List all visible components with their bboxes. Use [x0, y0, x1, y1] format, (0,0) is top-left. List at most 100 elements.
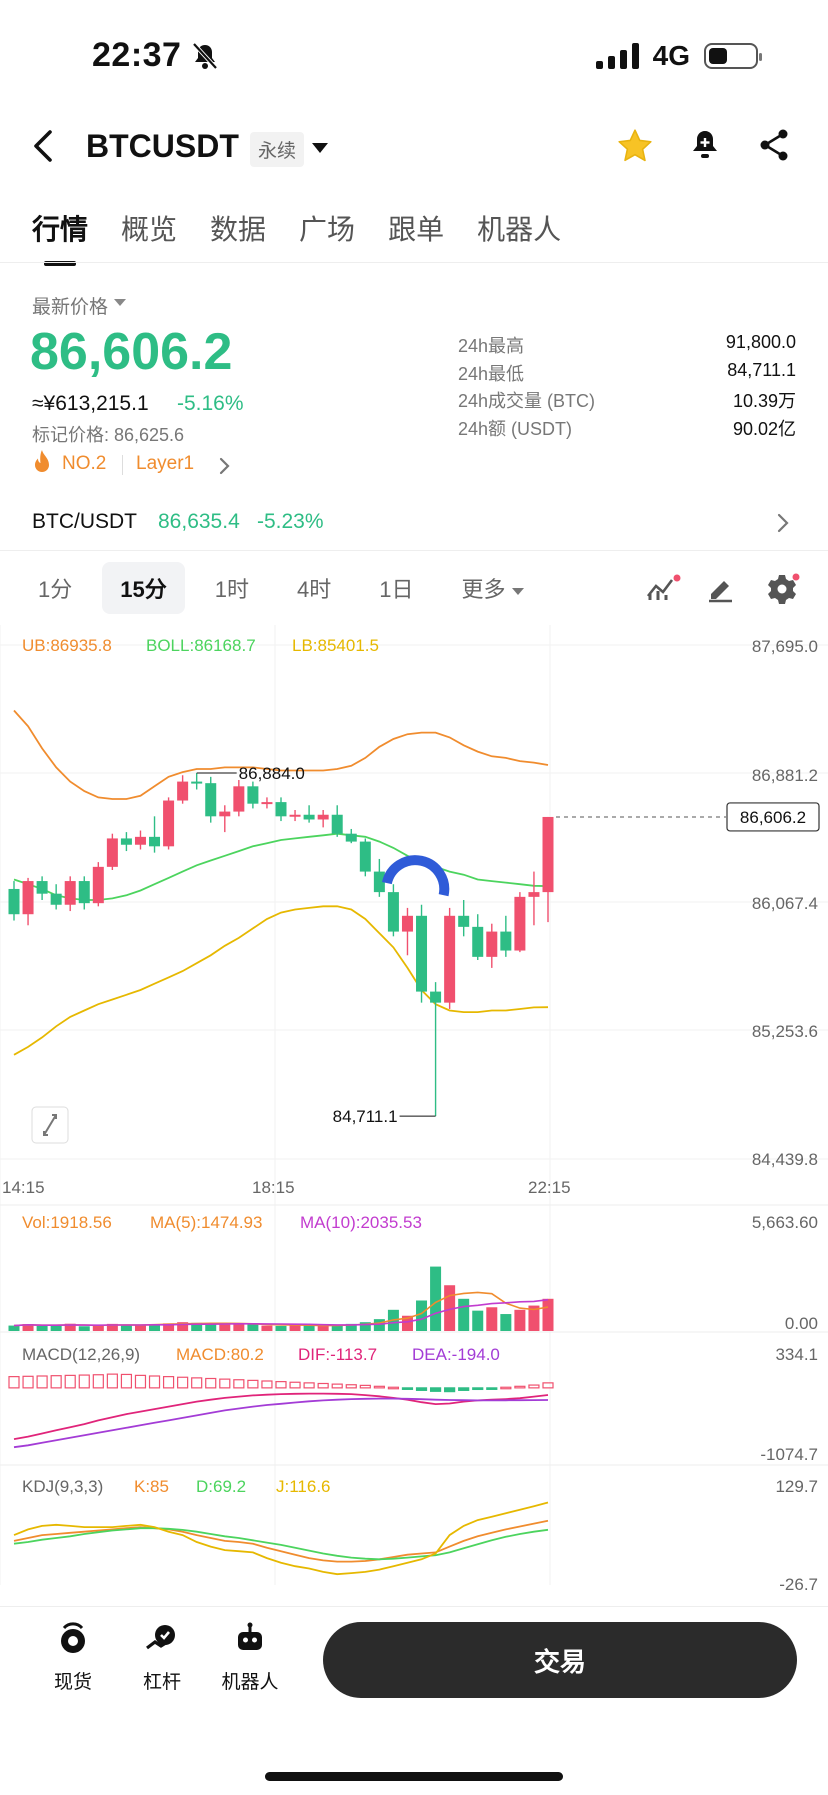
tab-bots[interactable]: 机器人: [477, 214, 562, 245]
candle-body: [36, 881, 48, 894]
rank-badge[interactable]: NO.2: [62, 453, 107, 474]
spot-pair-change[interactable]: -5.23%: [257, 510, 324, 533]
volume-bar: [50, 1325, 62, 1331]
candle-body: [458, 915, 470, 927]
tab-copy-trade[interactable]: 跟单: [388, 214, 445, 245]
current-price-box: [726, 802, 820, 832]
chevron-down-icon[interactable]: [312, 143, 328, 153]
interval-1d[interactable]: 1日: [379, 577, 414, 602]
boll-ub-label: UB:86935.8: [22, 636, 112, 655]
star-icon[interactable]: [616, 127, 654, 165]
kdj-j-label: J:116.6: [276, 1477, 331, 1496]
kline-chart[interactable]: UB:86935.8 BOLL:86168.7 LB:85401.5 87,69…: [0, 625, 828, 1595]
interval-4h[interactable]: 4时: [296, 577, 332, 602]
spot-icon: [61, 1622, 85, 1653]
back-icon[interactable]: [30, 128, 60, 164]
y-tick: 86,881.2: [752, 766, 818, 785]
divider: [0, 550, 828, 551]
volume-ma5-label: MA(5):1474.93: [150, 1213, 262, 1232]
symbol-title[interactable]: BTCUSDT: [86, 128, 239, 164]
candle-body: [106, 838, 118, 867]
boll-upper-line: [13, 709, 549, 800]
candle-body: [430, 991, 442, 1003]
macd-hist-bar: [289, 1381, 301, 1389]
candle-body: [92, 866, 104, 904]
macd-hist-bar: [247, 1379, 259, 1389]
volume-bar: [486, 1307, 498, 1331]
candle-body: [78, 881, 90, 904]
macd-hist-bar: [429, 1387, 442, 1392]
macd-series: [8, 1373, 554, 1449]
fire-icon: [35, 450, 49, 472]
candle-body: [22, 881, 34, 915]
volume-bars: [8, 1266, 554, 1331]
volume-bar: [345, 1323, 357, 1331]
indicator-icon[interactable]: [646, 574, 682, 604]
interval-15m[interactable]: 15分: [102, 562, 185, 614]
macd-hist-bar: [359, 1384, 371, 1389]
candle-body: [331, 814, 343, 834]
nav-margin[interactable]: 杠杆: [117, 1622, 207, 1694]
macd-hist-bar: [542, 1382, 554, 1389]
trade-button[interactable]: 交易: [323, 1622, 797, 1698]
volume-bar: [120, 1324, 132, 1331]
battery-icon: [704, 43, 762, 69]
gear-icon[interactable]: [766, 573, 800, 605]
volume-bar: [444, 1285, 456, 1331]
volume-ma-lines: [13, 1291, 549, 1327]
macd-hist-bar: [514, 1385, 526, 1389]
share-icon[interactable]: [758, 128, 790, 162]
draw-icon[interactable]: [706, 574, 736, 604]
interval-1h[interactable]: 1时: [214, 577, 249, 602]
category-tag[interactable]: Layer1: [136, 453, 195, 474]
candle-body: [373, 871, 385, 893]
nav-bots[interactable]: 机器人: [205, 1622, 295, 1694]
volume-ma10-line: [13, 1298, 549, 1327]
volume-bar: [289, 1325, 301, 1331]
macd-hist-bar: [36, 1375, 48, 1389]
volume-label: Vol:1918.56: [22, 1213, 112, 1232]
boll-lower-line: [13, 905, 549, 1056]
volume-ma10-label: MA(10):2035.53: [300, 1213, 422, 1232]
boll-lb-label: LB:85401.5: [292, 636, 379, 655]
interval-more[interactable]: 更多: [443, 562, 541, 614]
macd-hist-bar: [472, 1387, 484, 1391]
tab-market[interactable]: 行情: [32, 208, 88, 266]
nav-spot[interactable]: 现货: [28, 1622, 118, 1694]
change-percent: -5.16%: [177, 392, 244, 415]
boll-mid-label: BOLL:86168.7: [146, 636, 256, 655]
chart-grid: [0, 625, 828, 1585]
volume-bar: [472, 1310, 484, 1331]
caret-down-icon[interactable]: [114, 299, 126, 306]
volume-bar: [416, 1300, 428, 1331]
macd-hist-bar: [415, 1387, 428, 1391]
tab-square[interactable]: 广场: [299, 214, 356, 245]
volume-bar: [134, 1324, 146, 1331]
macd-dea-line: [13, 1397, 549, 1449]
home-indicator: [265, 1772, 563, 1781]
tab-overview[interactable]: 概览: [121, 214, 178, 245]
volume-bar: [92, 1325, 104, 1331]
stat-low: 24h最低 84,711.1: [458, 359, 796, 384]
macd-dif-line: [13, 1392, 549, 1440]
chevron-right-icon[interactable]: [218, 456, 232, 476]
current-price-label: 86,606.2: [740, 808, 806, 827]
interval-1m[interactable]: 1分: [38, 577, 73, 602]
tab-data[interactable]: 数据: [210, 214, 267, 245]
bell-add-icon[interactable]: [690, 128, 720, 162]
candle-body: [247, 786, 259, 804]
spot-pair-label[interactable]: BTC/USDT: [32, 510, 137, 533]
robot-icon: [238, 1622, 262, 1650]
macd-hist-bar: [331, 1383, 343, 1389]
macd-hist-bar: [317, 1382, 329, 1389]
chevron-right-icon[interactable]: [776, 512, 790, 534]
volume-bar: [149, 1324, 161, 1331]
candle-body: [500, 931, 512, 951]
candle-body: [486, 931, 498, 957]
expand-icon[interactable]: [31, 1106, 69, 1144]
spot-pair-price[interactable]: 86,635.4: [158, 510, 240, 533]
latest-price-label[interactable]: 最新价格: [32, 297, 109, 318]
volume-bar: [331, 1324, 343, 1331]
volume-bar: [261, 1325, 273, 1331]
candle-body: [542, 816, 554, 893]
